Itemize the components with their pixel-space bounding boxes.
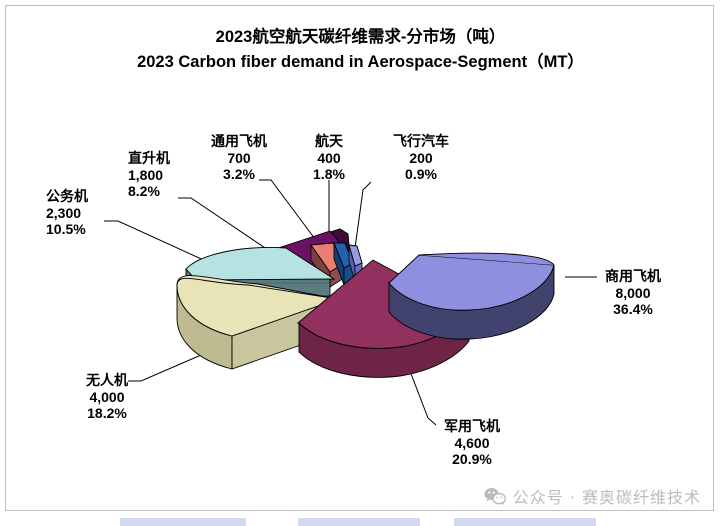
label-helicopter-name: 直升机 (128, 150, 170, 166)
label-aerospace: 航天 400 1.8% (301, 133, 357, 183)
label-helicopter: 直升机 1,800 8.2% (128, 150, 192, 200)
bottom-edge-strip (0, 518, 721, 526)
label-military: 军用飞机 4,600 20.9% (424, 418, 520, 468)
label-business-jet-name: 公务机 (46, 188, 88, 204)
label-general-aviation-name: 通用飞机 (211, 133, 267, 149)
label-general-aviation-value: 700 (227, 149, 251, 166)
label-military-percent: 20.9% (452, 451, 492, 467)
label-flying-car-name: 飞行汽车 (393, 133, 449, 149)
label-business-jet-value: 2,300 (46, 204, 82, 221)
label-general-aviation-percent: 3.2% (223, 166, 255, 182)
label-uav-name: 无人机 (86, 372, 128, 388)
label-business-jet: 公务机 2,300 10.5% (46, 188, 120, 238)
label-uav: 无人机 4,000 18.2% (70, 372, 144, 422)
label-commercial-value: 8,000 (615, 284, 651, 301)
leader-lines (104, 179, 597, 426)
label-aerospace-value: 400 (317, 149, 341, 166)
label-uav-value: 4,000 (89, 388, 125, 405)
label-helicopter-percent: 8.2% (128, 183, 160, 199)
label-commercial-name: 商用飞机 (605, 268, 661, 284)
label-uav-percent: 18.2% (87, 405, 127, 421)
label-flying-car-percent: 0.9% (405, 166, 437, 182)
label-flying-car-value: 200 (409, 149, 433, 166)
label-aerospace-name: 航天 (315, 133, 343, 149)
label-commercial: 商用飞机 8,000 36.4% (585, 268, 681, 318)
label-commercial-percent: 36.4% (613, 301, 653, 317)
pie-slice-commercial[interactable] (388, 252, 555, 340)
label-military-value: 4,600 (454, 434, 490, 451)
label-military-name: 军用飞机 (444, 418, 500, 434)
label-aerospace-percent: 1.8% (313, 166, 345, 182)
label-business-jet-percent: 10.5% (46, 221, 86, 237)
label-general-aviation: 通用飞机 700 3.2% (201, 133, 277, 183)
label-helicopter-value: 1,800 (128, 166, 164, 183)
label-flying-car: 飞行汽车 200 0.9% (381, 133, 461, 183)
